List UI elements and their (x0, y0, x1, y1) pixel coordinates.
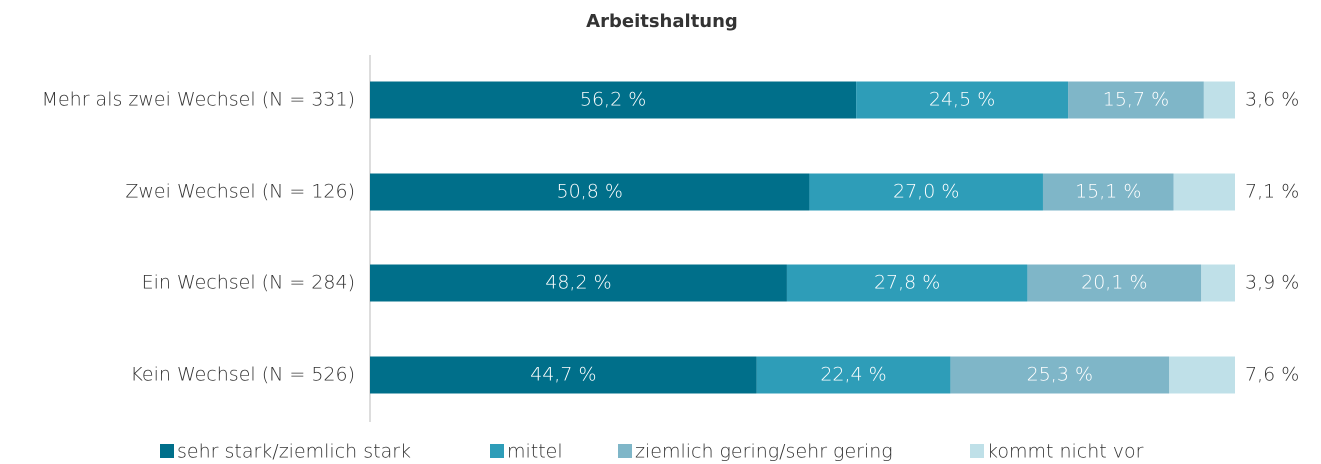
bar-segment (809, 173, 1043, 211)
bar-segment (856, 81, 1069, 119)
value-label: 15,7 % (1103, 89, 1169, 111)
bar-segment (950, 356, 1170, 394)
value-label: 22,4 % (820, 364, 886, 386)
legend-label: sehr stark/ziemlich stark (177, 441, 411, 463)
legend-label: ziemlich gering/sehr gering (635, 441, 893, 463)
bar-segment (1173, 173, 1235, 211)
value-label: 15,1 % (1075, 181, 1141, 203)
value-label: 50,8 % (557, 181, 623, 203)
value-label: 27,8 % (874, 272, 940, 294)
bar-segment (1203, 81, 1235, 119)
bar-segment (370, 264, 787, 302)
legend-swatch (160, 444, 174, 458)
value-label: 44,7 % (530, 364, 596, 386)
value-label: 24,5 % (929, 89, 995, 111)
legend-label: kommt nicht vor (987, 441, 1144, 463)
bar-segment (1042, 173, 1174, 211)
legend-swatch (618, 444, 632, 458)
value-label: 56,2 % (580, 89, 646, 111)
category-label: Kein Wechsel (N = 526) (130, 364, 355, 386)
bar-segment (756, 356, 951, 394)
value-label: 7,6 % (1245, 364, 1299, 386)
bar-segment (1201, 264, 1235, 302)
category-label: Mehr als zwei Wechsel (N = 331) (42, 89, 355, 111)
value-label: 3,9 % (1245, 272, 1299, 294)
legend-swatch (970, 444, 984, 458)
bar-segment (1068, 81, 1204, 119)
bar-segment (370, 173, 810, 211)
chart-title: Arbeitshaltung (586, 11, 738, 32)
value-label: 7,1 % (1245, 181, 1299, 203)
value-label: 3,6 % (1245, 89, 1299, 111)
value-label: 27,0 % (893, 181, 959, 203)
category-label: Zwei Wechsel (N = 126) (125, 181, 355, 203)
bar-segment (370, 356, 757, 394)
legend-swatch (490, 444, 504, 458)
value-label: 25,3 % (1027, 364, 1093, 386)
value-label: 20,1 % (1081, 272, 1147, 294)
legend-label: mittel (507, 441, 563, 463)
category-label: Ein Wechsel (N = 284) (142, 272, 355, 294)
bar-segment (786, 264, 1028, 302)
bar-segment (370, 81, 857, 119)
bar-segment (1169, 356, 1235, 394)
bar-segment (1027, 264, 1202, 302)
value-label: 48,2 % (545, 272, 611, 294)
